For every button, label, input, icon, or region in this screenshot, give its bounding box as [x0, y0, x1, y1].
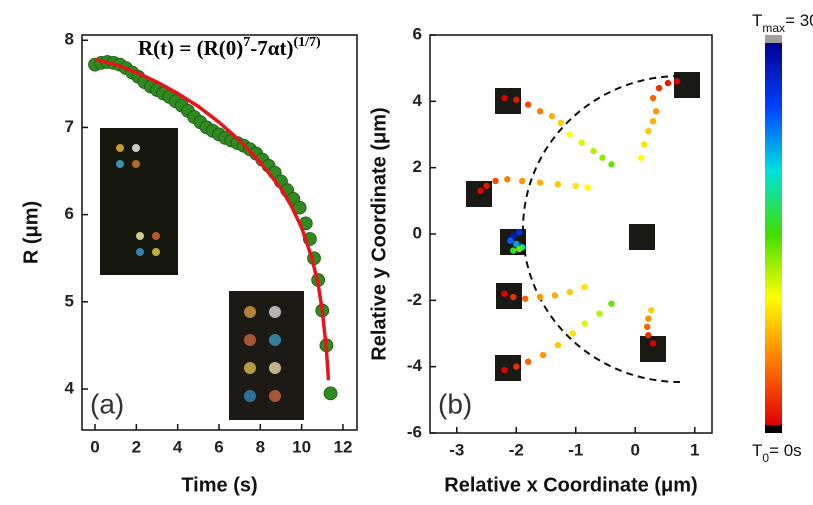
trajectory-point — [596, 310, 603, 317]
trajectory-point — [504, 176, 511, 183]
trajectory-point — [608, 161, 615, 168]
trajectory-point — [566, 131, 574, 138]
trajectory-point — [649, 118, 657, 125]
panel-label: (b) — [438, 388, 472, 419]
trajectory-point — [581, 320, 588, 327]
plot-frame — [429, 34, 713, 434]
x-tick-label: 2 — [132, 437, 141, 456]
trajectory-point — [649, 94, 657, 102]
trajectory-point — [584, 184, 591, 191]
x-axis-label: Relative x Coordinate (μm) — [444, 474, 697, 496]
trajectory-point — [578, 139, 585, 146]
trajectory-point — [566, 288, 574, 296]
colorbar — [765, 43, 782, 425]
y-tick-label: 4 — [65, 379, 75, 398]
y-tick-label: 7 — [65, 117, 74, 136]
trajectory-point — [510, 247, 517, 254]
trajectory-point — [645, 127, 652, 135]
panel-label: (a) — [90, 388, 124, 419]
trajectory-point — [516, 229, 523, 236]
trajectory-point — [557, 119, 565, 127]
trajectory-point — [492, 177, 499, 185]
trajectory-point — [483, 182, 490, 190]
inset-images — [100, 72, 700, 420]
trajectory-point — [581, 283, 588, 291]
trajectory-point — [599, 154, 606, 161]
trajectory-point — [652, 108, 660, 115]
colorbar-min-label: T0= 0s — [752, 441, 802, 465]
trajectory-point — [572, 182, 579, 190]
trajectory-point — [539, 351, 547, 359]
trajectory-point — [510, 232, 517, 239]
trajectory-point — [501, 94, 508, 102]
data-point — [323, 386, 338, 401]
reference-arc — [522, 75, 681, 383]
trajectory-point — [645, 315, 652, 322]
trajectory-point — [608, 300, 615, 307]
trajectory-point — [501, 290, 508, 297]
trajectory-point — [648, 307, 655, 314]
trajectory-point — [640, 141, 648, 148]
y-tick-label: -2 — [407, 290, 422, 309]
y-tick-label: -6 — [407, 422, 422, 441]
y-axis-label: R (μm) — [20, 201, 42, 264]
y-tick-label: 4 — [413, 91, 423, 110]
x-tick-label: 0 — [631, 440, 640, 459]
trajectory-point — [645, 331, 652, 339]
y-tick-label: 6 — [65, 204, 74, 223]
trajectory-point — [521, 295, 529, 302]
y-tick-label: -4 — [407, 356, 423, 375]
trajectory-point — [649, 340, 657, 347]
x-axis-label: Time (s) — [181, 474, 257, 496]
x-tick-label: -2 — [509, 440, 524, 459]
y-axis-label: Relative y Coordinate (μm) — [368, 107, 390, 360]
x-tick-label: 8 — [256, 437, 265, 456]
y-tick-label: 0 — [413, 223, 422, 242]
trajectory-point — [524, 101, 532, 108]
trajectory-point — [519, 177, 526, 185]
x-tick-label: 12 — [333, 437, 352, 456]
trajectory-point — [551, 292, 559, 299]
trajectory-point — [664, 79, 672, 87]
trajectory-point — [655, 84, 663, 92]
y-tick-label: 2 — [413, 157, 422, 176]
trajectory-point — [507, 237, 514, 244]
x-tick-label: -3 — [449, 440, 464, 459]
x-tick-label: 1 — [690, 440, 699, 459]
colorbar-cap — [765, 35, 782, 43]
trajectory-point — [554, 341, 562, 349]
colorbar-cap — [765, 425, 782, 433]
trajectory-point — [548, 113, 556, 120]
x-tick-label: 4 — [173, 437, 183, 456]
trajectory-point — [477, 187, 484, 195]
trajectory-point — [638, 154, 645, 161]
trajectory-point — [524, 358, 532, 365]
trajectory-point — [536, 179, 544, 186]
x-tick-label: 6 — [214, 437, 223, 456]
trajectory-point — [513, 240, 520, 248]
x-tick-label: 0 — [90, 437, 99, 456]
trajectory-point — [590, 147, 597, 155]
y-tick-label: 6 — [413, 24, 422, 43]
trajectory-point — [501, 366, 508, 374]
x-tick-label: -1 — [568, 440, 583, 459]
x-tick-label: 10 — [292, 437, 311, 456]
trajectory-point — [554, 181, 562, 188]
trajectory-point — [513, 363, 520, 370]
y-tick-label: 8 — [65, 30, 74, 49]
trajectory-point — [536, 108, 544, 115]
y-tick-label: 5 — [65, 291, 74, 310]
trajectory-point — [510, 293, 517, 301]
trajectory-point — [536, 293, 544, 301]
trajectory-point — [673, 78, 681, 85]
trajectory-point — [643, 323, 651, 331]
trajectory-point — [569, 330, 576, 337]
trajectory-point — [513, 96, 520, 103]
trajectory-point — [516, 245, 523, 253]
fit-line — [94, 57, 331, 381]
colorbar-max-label: Tmax= 30s — [752, 11, 813, 35]
fit-formula: R(t) = (R(0)7-7αt)(1/7) — [138, 35, 321, 60]
